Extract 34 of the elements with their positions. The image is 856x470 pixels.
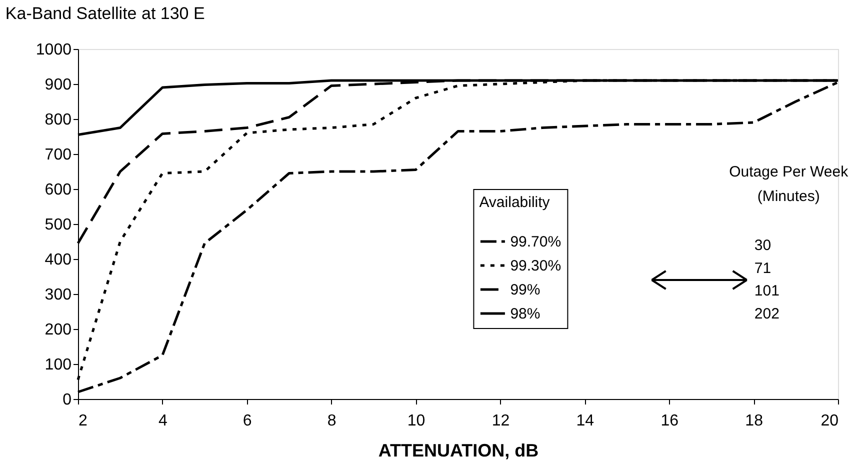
y-tick-label: 500 (44, 216, 72, 234)
x-tick-label: 4 (158, 412, 168, 430)
annotation: 71 (754, 260, 772, 277)
y-tick-label: 1000 (36, 42, 72, 58)
chart-title: Ka-Band Satellite at 130 E (5, 4, 205, 23)
x-axis-title: ATTENUATION, dB (378, 440, 539, 460)
legend-title: Availability (479, 194, 550, 211)
x-tick-label: 20 (820, 412, 839, 430)
x-tick-label: 16 (660, 412, 679, 430)
y-tick-label: 700 (44, 146, 72, 164)
y-tick-label: 300 (44, 286, 72, 304)
y-tick-label: 600 (44, 182, 72, 198)
y-tick-label: 200 (44, 322, 72, 338)
legend-label: 99% (510, 282, 540, 298)
annotation: 202 (754, 305, 780, 322)
annotation: 30 (754, 237, 772, 254)
annotation: 101 (754, 282, 780, 300)
x-tick-label: 18 (745, 412, 764, 430)
y-tick-label: 400 (44, 252, 72, 268)
x-tick-label: 10 (407, 412, 426, 430)
x-tick-label: 12 (492, 412, 510, 430)
y-tick-label: 100 (44, 356, 72, 374)
legend-label: 98% (510, 306, 540, 322)
legend-label: 99.30% (510, 258, 562, 274)
annotation: (Minutes) (757, 188, 820, 205)
y-tick-label: 800 (44, 112, 72, 128)
y-tick-label: 0 (62, 392, 72, 408)
annotation: Outage Per Week (729, 164, 849, 180)
x-tick-label: 2 (78, 412, 88, 430)
x-tick-label: 6 (242, 412, 252, 430)
y-tick-label: 900 (44, 76, 72, 94)
x-tick-label: 8 (327, 412, 336, 430)
x-tick-label: 14 (576, 412, 594, 430)
legend-label: 99.70% (510, 234, 562, 250)
